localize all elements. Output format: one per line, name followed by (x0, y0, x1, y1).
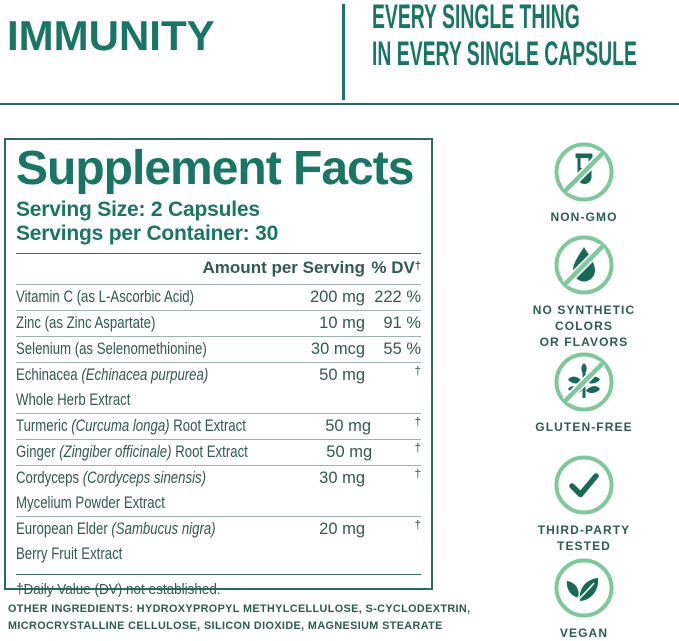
ingredient-amount: 10 mg (319, 314, 365, 332)
ingredient-name: Vitamin C (as L-Ascorbic Acid) (16, 288, 195, 306)
ingredient-name: European Elder (Sambucus nigra) (16, 520, 216, 538)
facts-row: Selenium (as Selenomethionine) 30 mcg 55 % (16, 336, 421, 362)
badge-label: OR FLAVORS (539, 335, 629, 349)
tagline-line-2: IN EVERY SINGLE CAPSULE (372, 35, 637, 73)
supplement-facts-title: Supplement Facts (16, 142, 414, 195)
facts-row: Cordyceps (Cordyceps sinensis) 30 mg † Myce… (16, 465, 421, 516)
ingredient-dv: † (414, 469, 421, 481)
dv-dagger-mark: † (414, 260, 421, 272)
ingredient-amount: 50 mg (325, 417, 372, 435)
daily-value-footnote: †Daily Value (DV) not established. (16, 581, 221, 598)
badge-label: NO SYNTHETIC (532, 303, 636, 317)
ingredient-name: Cordyceps (Cordyceps sinensis) (16, 469, 207, 487)
header-horizontal-rule (0, 103, 679, 105)
ingredient-dv: † (414, 366, 421, 378)
badge-label: VEGAN (559, 626, 609, 640)
panel-rule-top (16, 253, 421, 254)
other-ingredients-label: OTHER INGREDIENTS: (8, 603, 134, 615)
badge-no-synthetic: NO SYNTHETIC COLORS OR FLAVORS (514, 234, 654, 350)
ingredient-name: Echinacea (Echinacea purpurea) (16, 366, 209, 384)
other-ingredients: OTHER INGREDIENTS: HYDROXYPROPYL METHYLC… (8, 601, 471, 635)
badge-label: COLORS (555, 319, 613, 333)
badge-label: NON-GMO (550, 210, 618, 224)
ingredient-name: Zinc (as Zinc Aspartate) (16, 314, 156, 332)
ingredient-name-line2: Mycelium Powder Extract (16, 494, 165, 512)
ingredient-dv: † (414, 443, 421, 455)
ingredient-amount: 20 mg (319, 520, 365, 538)
facts-row: Echinacea (Echinacea purpurea) 50 mg † Whol… (16, 362, 421, 413)
badge-non-gmo: NON-GMO (514, 141, 654, 225)
badge-label: TESTED (557, 539, 611, 553)
ingredient-name: Ginger (Zingiber officinale) Root Extrac… (16, 443, 248, 461)
badge-gluten-free: GLUTEN-FREE (514, 351, 654, 435)
tagline-line-1: EVERY SINGLE THING (372, 0, 580, 36)
ingredient-dv: 55 % (383, 340, 421, 358)
ingredient-amount: 50 mg (326, 443, 373, 461)
badge-vegan: VEGAN (514, 557, 654, 641)
badge-label: GLUTEN-FREE (535, 420, 633, 434)
other-ingredients-line-1: OTHER INGREDIENTS: HYDROXYPROPYL METHYLC… (8, 603, 471, 615)
no-synthetic-droplet-icon (554, 235, 614, 295)
ingredient-dv: † (414, 520, 421, 532)
column-amount-label: Amount per Serving (202, 258, 365, 277)
third-party-check-icon (554, 455, 614, 515)
other-ingredients-line-2: MICROCRYSTALLINE CELLULOSE, SILICON DIOX… (8, 620, 443, 632)
ingredient-dv: 91 % (383, 314, 421, 332)
ingredient-amount: 50 mg (319, 366, 365, 384)
column-dv-label: % DV† (371, 258, 421, 277)
ingredient-amount: 200 mg (309, 288, 365, 306)
header-vertical-divider (342, 4, 345, 100)
ingredient-name-line2: Whole Herb Extract (16, 391, 131, 409)
badge-third-party-tested: THIRD-PARTY TESTED (514, 454, 654, 554)
facts-column-header-row: Amount per Serving % DV† (16, 254, 421, 285)
panel-rule-bottom (16, 574, 421, 575)
ingredient-amount: 30 mcg (310, 340, 365, 358)
supplement-facts-panel: Supplement Facts Serving Size: 2 Capsule… (4, 138, 433, 598)
product-name-title: IMMUNITY (7, 12, 215, 59)
no-gmo-testtube-icon (554, 142, 614, 202)
gluten-free-wheat-icon (554, 352, 614, 412)
header-tagline: EVERY SINGLE THING IN EVERY SINGLE CAPSU… (372, 0, 637, 73)
ingredient-amount: 30 mg (319, 469, 365, 487)
ingredient-name: Selenium (as Selenomethionine) (16, 340, 207, 358)
facts-row: Vitamin C (as L-Ascorbic Acid) 200 mg 222 … (16, 285, 421, 310)
ingredient-name: Turmeric (Curcuma longa) Root Extract (16, 417, 246, 435)
facts-rows: Vitamin C (as L-Ascorbic Acid) 200 mg 222 … (16, 285, 421, 567)
badge-label: THIRD-PARTY (537, 523, 631, 537)
ingredient-dv: † (414, 417, 421, 429)
ingredient-name-line2: Berry Fruit Extract (16, 545, 123, 563)
vegan-leaf-icon (554, 558, 614, 618)
facts-row: Zinc (as Zinc Aspartate) 10 mg 91 % (16, 310, 421, 336)
facts-row: European Elder (Sambucus nigra) 20 mg † Ber… (16, 516, 421, 567)
servings-per-container-text: Servings per Container: 30 (16, 222, 279, 245)
facts-row: Turmeric (Curcuma longa) Root Extract 50 … (16, 413, 421, 439)
serving-size-text: Serving Size: 2 Capsules (16, 198, 260, 221)
ingredient-dv: 222 % (374, 288, 421, 306)
facts-row: Ginger (Zingiber officinale) Root Extrac… (16, 439, 421, 465)
